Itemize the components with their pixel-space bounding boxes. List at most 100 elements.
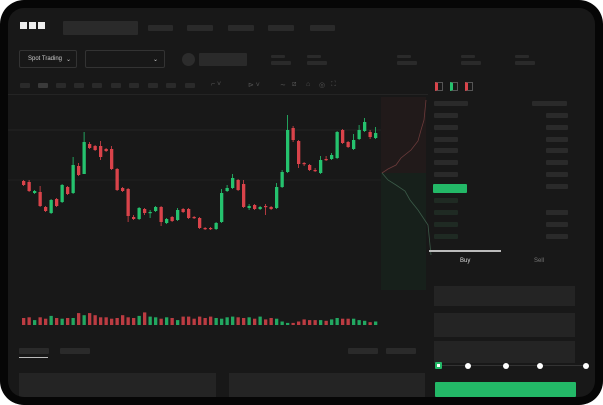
slider-stop[interactable]	[503, 363, 509, 369]
fullscreen-icon[interactable]: ⛶	[331, 81, 336, 88]
price-input[interactable]	[434, 286, 575, 306]
candle-up	[71, 165, 75, 193]
nav-item[interactable]	[187, 25, 213, 31]
volume-bar	[71, 318, 75, 325]
timeframe-button[interactable]	[129, 83, 139, 88]
slider-stop[interactable]	[465, 363, 471, 369]
orderbook-toolbar	[420, 78, 578, 96]
indicator-icon[interactable]: ⌐ ˅	[211, 81, 222, 88]
timeframe-button[interactable]	[20, 83, 30, 88]
stat-label	[271, 55, 285, 58]
tab-open-orders[interactable]	[19, 348, 49, 354]
nav-item[interactable]	[310, 25, 335, 31]
ask-price	[434, 148, 458, 153]
slider-stop[interactable]	[537, 363, 543, 369]
line-tool-icon[interactable]: ∼	[280, 82, 286, 89]
candle-down	[297, 141, 301, 164]
candle-down	[27, 182, 31, 191]
volume-bar	[220, 318, 224, 325]
depth-ask-area	[381, 97, 426, 173]
volume-bar	[148, 316, 152, 325]
timeframe-button[interactable]	[74, 83, 84, 88]
amount-input[interactable]	[434, 313, 575, 337]
timeframe-button[interactable]	[111, 83, 121, 88]
volume-bar	[33, 320, 37, 325]
candle-down	[55, 199, 59, 206]
volume-bar	[368, 322, 372, 325]
volume-bar	[341, 318, 345, 325]
volume-bar	[253, 318, 257, 325]
candle-down	[143, 209, 147, 213]
ask-price	[434, 172, 458, 177]
volume-bar	[165, 317, 169, 325]
orderbook-sell-icon[interactable]	[465, 82, 473, 91]
search-input[interactable]	[63, 21, 138, 35]
slider-stop[interactable]	[583, 363, 589, 369]
nav-item[interactable]	[148, 25, 173, 31]
size-slider-handle[interactable]	[435, 362, 442, 369]
volume-bar	[66, 318, 70, 325]
total-input[interactable]	[434, 341, 575, 363]
bid-size	[546, 210, 568, 215]
nav-item[interactable]	[268, 25, 294, 31]
candle-up	[319, 160, 323, 173]
timeframe-button[interactable]	[166, 83, 176, 88]
volume-bar	[280, 321, 284, 325]
tab-order-history[interactable]	[60, 348, 90, 354]
candle-down	[66, 187, 70, 194]
candle-up	[176, 210, 180, 220]
stat-label	[515, 55, 529, 58]
candle-down	[99, 146, 103, 157]
buy-button[interactable]	[435, 382, 576, 397]
volume-bar	[346, 318, 350, 325]
tab-buy[interactable]: Buy	[460, 258, 471, 264]
candle-down	[203, 228, 207, 230]
filter-button[interactable]	[348, 348, 378, 354]
depth-bid-area	[381, 173, 426, 290]
orderbook-buy-icon[interactable]	[450, 82, 458, 91]
nav-item[interactable]	[228, 25, 254, 31]
orderbook-both-icon[interactable]	[435, 82, 443, 91]
stat-label	[307, 55, 321, 58]
volume-bar	[308, 320, 312, 325]
timeframe-button[interactable]	[92, 83, 102, 88]
timeframe-button[interactable]	[148, 83, 158, 88]
volume-bar	[302, 319, 306, 325]
okx-logo[interactable]	[20, 22, 45, 29]
candle-down	[115, 169, 119, 190]
bid-price	[434, 222, 458, 227]
volume-bar	[99, 317, 103, 325]
lock-icon[interactable]: ⌂	[306, 81, 311, 88]
candle-up	[49, 200, 53, 213]
candle-up	[335, 132, 339, 158]
volume-bar	[269, 318, 273, 325]
candle-down	[192, 217, 196, 219]
timeframe-button[interactable]	[56, 83, 66, 88]
ruler-icon[interactable]: ⧄	[292, 81, 297, 88]
candle-up	[165, 219, 169, 223]
draw-icon[interactable]: ⊳ ˅	[248, 82, 260, 89]
timeframe-button[interactable]	[185, 83, 195, 88]
eye-icon[interactable]: ◎	[319, 82, 326, 89]
volume-bar	[27, 317, 31, 325]
filter-button[interactable]	[386, 348, 416, 354]
size-slider-track[interactable]	[439, 365, 587, 366]
candle-up	[280, 172, 284, 187]
timeframe-button[interactable]	[38, 83, 48, 88]
volume-bar	[286, 322, 290, 325]
candlestick-chart[interactable]	[8, 8, 595, 397]
candle-down	[313, 170, 317, 172]
market-select[interactable]: Spot Trading ⌄	[19, 50, 77, 68]
candle-down	[302, 163, 306, 165]
candle-down	[368, 132, 372, 137]
candle-up	[214, 223, 218, 229]
stat-value	[515, 61, 535, 65]
pair-select[interactable]: ⌄	[85, 50, 165, 68]
candle-up	[137, 208, 141, 219]
volume-bar	[225, 317, 229, 325]
tab-sell[interactable]: Sell	[534, 258, 545, 264]
volume-bar	[209, 316, 213, 325]
volume-bar	[159, 318, 163, 325]
candle-down	[110, 149, 114, 169]
